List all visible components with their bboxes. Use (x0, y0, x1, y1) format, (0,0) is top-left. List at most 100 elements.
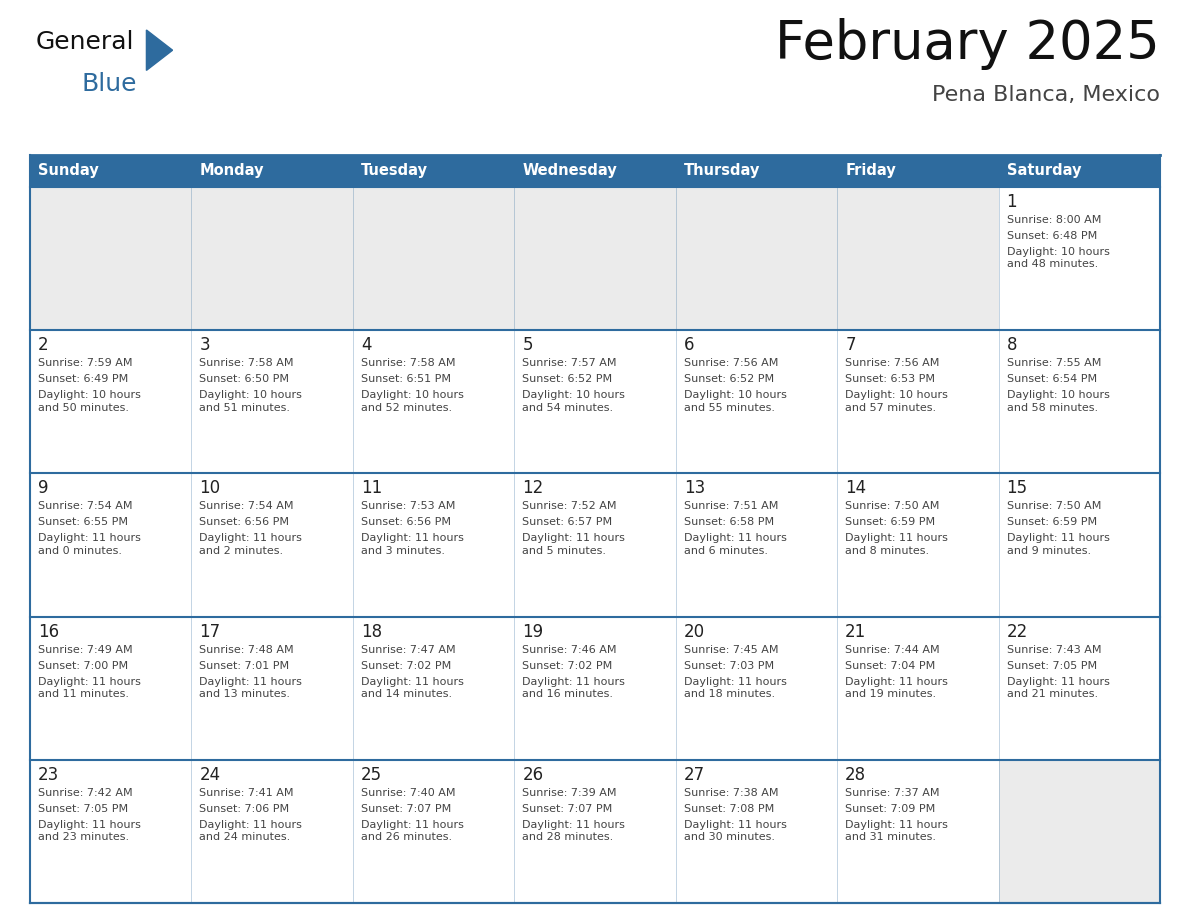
Bar (999, 760, 1159, 903)
Text: Daylight: 11 hours
and 24 minutes.: Daylight: 11 hours and 24 minutes. (200, 820, 302, 842)
Text: Daylight: 11 hours
and 11 minutes.: Daylight: 11 hours and 11 minutes. (38, 677, 141, 699)
Text: 28: 28 (845, 766, 866, 784)
Text: Sunset: 6:59 PM: Sunset: 6:59 PM (845, 518, 935, 528)
Bar (30, 760, 191, 903)
Text: 2: 2 (38, 336, 49, 354)
Bar (999, 330, 1159, 474)
Text: Sunrise: 7:37 AM: Sunrise: 7:37 AM (845, 788, 940, 798)
Text: Sunrise: 7:50 AM: Sunrise: 7:50 AM (845, 501, 940, 511)
Text: Sunset: 7:04 PM: Sunset: 7:04 PM (845, 661, 935, 671)
Bar (353, 155, 514, 187)
Text: 6: 6 (684, 336, 694, 354)
Text: Sunrise: 7:53 AM: Sunrise: 7:53 AM (361, 501, 455, 511)
Text: Sunrise: 7:44 AM: Sunrise: 7:44 AM (845, 644, 940, 655)
Bar (191, 474, 353, 617)
Text: February 2025: February 2025 (776, 18, 1159, 70)
Text: Sunset: 6:48 PM: Sunset: 6:48 PM (1006, 231, 1097, 241)
Bar (191, 155, 353, 187)
Text: Sunrise: 8:00 AM: Sunrise: 8:00 AM (1006, 215, 1101, 225)
Text: Sunset: 6:58 PM: Sunset: 6:58 PM (684, 518, 773, 528)
Bar (838, 474, 999, 617)
Text: 27: 27 (684, 766, 704, 784)
Text: Daylight: 11 hours
and 8 minutes.: Daylight: 11 hours and 8 minutes. (845, 533, 948, 555)
Text: 9: 9 (38, 479, 49, 498)
Text: Sunrise: 7:48 AM: Sunrise: 7:48 AM (200, 644, 295, 655)
Text: 10: 10 (200, 479, 221, 498)
Bar (838, 617, 999, 760)
Bar (838, 155, 999, 187)
Text: 21: 21 (845, 622, 866, 641)
Text: Sunrise: 7:52 AM: Sunrise: 7:52 AM (523, 501, 617, 511)
Text: 5: 5 (523, 336, 532, 354)
Bar (30, 155, 191, 187)
Text: Sunrise: 7:56 AM: Sunrise: 7:56 AM (684, 358, 778, 368)
Text: Wednesday: Wednesday (523, 163, 617, 178)
Text: Sunset: 6:49 PM: Sunset: 6:49 PM (38, 375, 128, 385)
Bar (30, 617, 191, 760)
Text: Sunrise: 7:46 AM: Sunrise: 7:46 AM (523, 644, 617, 655)
Bar (676, 187, 838, 330)
Text: Sunset: 6:52 PM: Sunset: 6:52 PM (523, 375, 612, 385)
Text: Sunrise: 7:45 AM: Sunrise: 7:45 AM (684, 644, 778, 655)
Bar (514, 474, 676, 617)
Text: Sunset: 7:05 PM: Sunset: 7:05 PM (1006, 661, 1097, 671)
Text: Sunset: 6:56 PM: Sunset: 6:56 PM (200, 518, 290, 528)
Text: Sunset: 6:54 PM: Sunset: 6:54 PM (1006, 375, 1097, 385)
Text: Sunrise: 7:43 AM: Sunrise: 7:43 AM (1006, 644, 1101, 655)
Text: Sunset: 6:55 PM: Sunset: 6:55 PM (38, 518, 128, 528)
Text: 13: 13 (684, 479, 704, 498)
Text: 8: 8 (1006, 336, 1017, 354)
Text: 26: 26 (523, 766, 543, 784)
Bar (191, 330, 353, 474)
Bar (353, 617, 514, 760)
Text: Daylight: 11 hours
and 5 minutes.: Daylight: 11 hours and 5 minutes. (523, 533, 625, 555)
Bar (838, 760, 999, 903)
Text: Sunset: 7:01 PM: Sunset: 7:01 PM (200, 661, 290, 671)
Bar (191, 617, 353, 760)
Text: 7: 7 (845, 336, 855, 354)
Text: Sunset: 6:59 PM: Sunset: 6:59 PM (1006, 518, 1097, 528)
Text: Sunrise: 7:54 AM: Sunrise: 7:54 AM (200, 501, 293, 511)
Text: 16: 16 (38, 622, 59, 641)
Text: Sunset: 6:52 PM: Sunset: 6:52 PM (684, 375, 773, 385)
Text: Sunset: 7:00 PM: Sunset: 7:00 PM (38, 661, 128, 671)
Text: Daylight: 11 hours
and 19 minutes.: Daylight: 11 hours and 19 minutes. (845, 677, 948, 699)
Text: Daylight: 10 hours
and 55 minutes.: Daylight: 10 hours and 55 minutes. (684, 390, 786, 412)
Bar (353, 474, 514, 617)
Text: Daylight: 10 hours
and 51 minutes.: Daylight: 10 hours and 51 minutes. (200, 390, 302, 412)
Bar (676, 474, 838, 617)
Text: Saturday: Saturday (1006, 163, 1081, 178)
Text: 4: 4 (361, 336, 372, 354)
Bar (514, 617, 676, 760)
Text: Sunrise: 7:54 AM: Sunrise: 7:54 AM (38, 501, 133, 511)
Text: 17: 17 (200, 622, 221, 641)
Text: Sunrise: 7:40 AM: Sunrise: 7:40 AM (361, 788, 455, 798)
Text: 18: 18 (361, 622, 383, 641)
Text: Sunset: 7:05 PM: Sunset: 7:05 PM (38, 804, 128, 813)
Text: Sunrise: 7:39 AM: Sunrise: 7:39 AM (523, 788, 617, 798)
Text: Sunset: 6:50 PM: Sunset: 6:50 PM (200, 375, 290, 385)
Bar (838, 187, 999, 330)
Text: Daylight: 11 hours
and 14 minutes.: Daylight: 11 hours and 14 minutes. (361, 677, 463, 699)
Text: Pena Blanca, Mexico: Pena Blanca, Mexico (933, 85, 1159, 105)
Text: 15: 15 (1006, 479, 1028, 498)
Text: Daylight: 11 hours
and 18 minutes.: Daylight: 11 hours and 18 minutes. (684, 677, 786, 699)
Text: Sunset: 7:06 PM: Sunset: 7:06 PM (200, 804, 290, 813)
Text: Sunset: 7:07 PM: Sunset: 7:07 PM (361, 804, 451, 813)
Bar (353, 760, 514, 903)
Bar (191, 187, 353, 330)
Bar (514, 760, 676, 903)
Bar (514, 330, 676, 474)
Text: 23: 23 (38, 766, 59, 784)
Text: 24: 24 (200, 766, 221, 784)
Bar (999, 187, 1159, 330)
Text: 12: 12 (523, 479, 544, 498)
Text: Sunset: 7:02 PM: Sunset: 7:02 PM (361, 661, 451, 671)
Text: Sunset: 6:53 PM: Sunset: 6:53 PM (845, 375, 935, 385)
Text: Sunset: 7:02 PM: Sunset: 7:02 PM (523, 661, 613, 671)
Text: Sunset: 6:51 PM: Sunset: 6:51 PM (361, 375, 451, 385)
Bar (30, 187, 191, 330)
Text: Daylight: 11 hours
and 30 minutes.: Daylight: 11 hours and 30 minutes. (684, 820, 786, 842)
Text: Friday: Friday (845, 163, 896, 178)
Text: Sunrise: 7:57 AM: Sunrise: 7:57 AM (523, 358, 617, 368)
